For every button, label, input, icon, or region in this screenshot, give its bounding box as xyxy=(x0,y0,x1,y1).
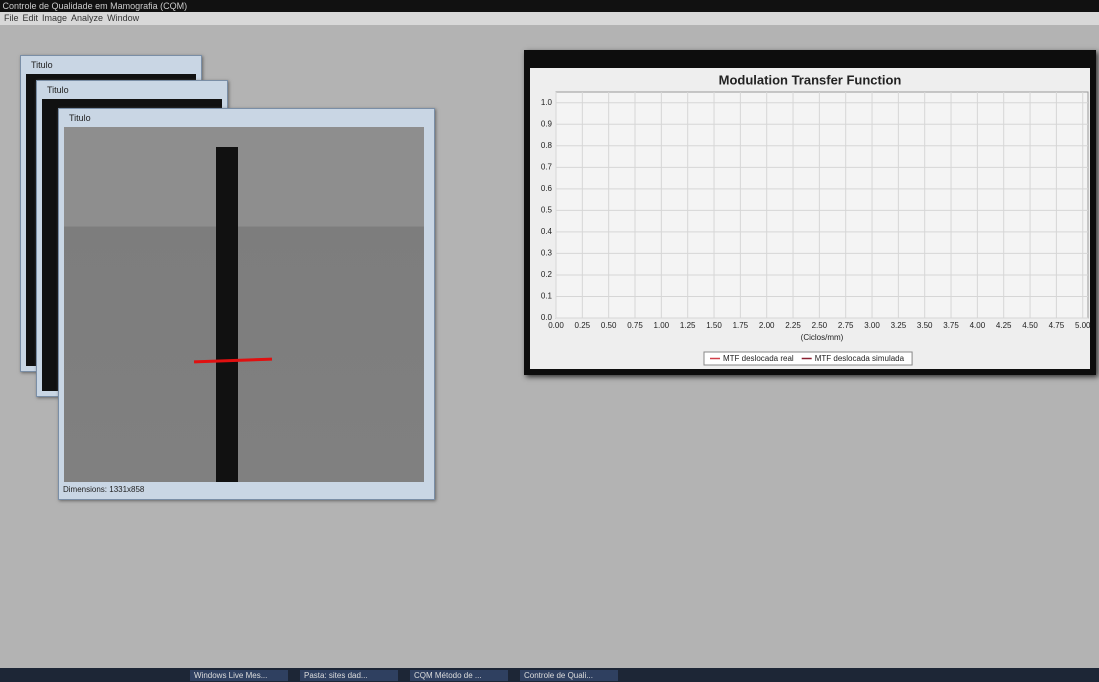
x-tick-label: 3.00 xyxy=(864,321,880,330)
image xyxy=(64,127,424,482)
chart-title: Modulation Transfer Function xyxy=(719,72,902,87)
y-tick-label: 0.8 xyxy=(541,141,553,150)
status-text: Dimensions: 1331x858 xyxy=(63,485,144,494)
y-tick-label: 0.4 xyxy=(541,227,553,236)
x-tick-label: 0.25 xyxy=(575,321,591,330)
x-tick-label: 1.00 xyxy=(654,321,670,330)
x-tick-label: 1.75 xyxy=(733,321,749,330)
legend-label: MTF deslocada simulada xyxy=(815,354,905,363)
taskbar-button[interactable]: CQM Método de ... xyxy=(410,670,508,681)
x-axis-label: (Ciclos/mm) xyxy=(801,333,844,342)
taskbar-button[interactable]: Controle de Quali... xyxy=(520,670,618,681)
x-tick-label: 1.50 xyxy=(706,321,722,330)
plot-area xyxy=(556,92,1088,318)
y-tick-label: 0.2 xyxy=(541,270,553,279)
x-tick-label: 4.00 xyxy=(970,321,986,330)
menu-item[interactable]: Edit xyxy=(23,13,39,23)
chart: Modulation Transfer Function (Ciclos/mm)… xyxy=(524,50,1096,375)
menu-item[interactable]: File xyxy=(4,13,19,23)
x-tick-label: 3.50 xyxy=(917,321,933,330)
x-tick-label: 4.75 xyxy=(1049,321,1065,330)
menu-item[interactable]: Image xyxy=(42,13,67,23)
x-tick-label: 0.50 xyxy=(601,321,617,330)
window-title: Titulo xyxy=(59,109,434,127)
x-tick-label: 3.75 xyxy=(943,321,959,330)
x-tick-label: 2.00 xyxy=(759,321,775,330)
desktop: Controle de Qualidade em Mamografia (CQM… xyxy=(0,0,1099,682)
y-tick-label: 0.5 xyxy=(541,205,553,214)
x-tick-label: 2.25 xyxy=(785,321,801,330)
window-title: Titulo xyxy=(37,81,227,99)
x-tick-label: 4.50 xyxy=(1022,321,1038,330)
menu-item[interactable]: Window xyxy=(107,13,139,23)
chart-window[interactable]: Modulation Transfer Function (Ciclos/mm)… xyxy=(524,50,1096,375)
x-tick-label: 4.25 xyxy=(996,321,1012,330)
y-tick-label: 0.9 xyxy=(541,119,553,128)
y-tick-label: 1.0 xyxy=(541,98,553,107)
x-tick-label: 0.75 xyxy=(627,321,643,330)
image-bar xyxy=(216,147,238,482)
taskbar-button[interactable]: Pasta: sites dad... xyxy=(300,670,398,681)
menu-item[interactable]: Analyze xyxy=(71,13,103,23)
window-title: Titulo xyxy=(21,56,201,74)
y-tick-label: 0.1 xyxy=(541,292,553,301)
y-tick-label: 0.3 xyxy=(541,249,553,258)
y-tick-label: 0.6 xyxy=(541,184,553,193)
x-tick-label: 5.00 xyxy=(1075,321,1091,330)
x-tick-label: 2.75 xyxy=(838,321,854,330)
x-tick-label: 1.25 xyxy=(680,321,696,330)
image-window[interactable]: Titulo Dimensions: 1331x858 xyxy=(58,108,435,500)
legend-label: MTF deslocada real xyxy=(723,354,794,363)
y-tick-label: 0.7 xyxy=(541,162,553,171)
app-title: Controle de Qualidade em Mamografia (CQM… xyxy=(3,1,188,11)
app-title-bar: Controle de Qualidade em Mamografia (CQM… xyxy=(0,0,1099,12)
x-tick-label: 3.25 xyxy=(891,321,907,330)
taskbar-button[interactable]: Windows Live Mes... xyxy=(190,670,288,681)
x-tick-label: 0.00 xyxy=(548,321,564,330)
x-tick-label: 2.50 xyxy=(812,321,828,330)
taskbar: Windows Live Mes... Pasta: sites dad... CQ… xyxy=(0,668,1099,682)
